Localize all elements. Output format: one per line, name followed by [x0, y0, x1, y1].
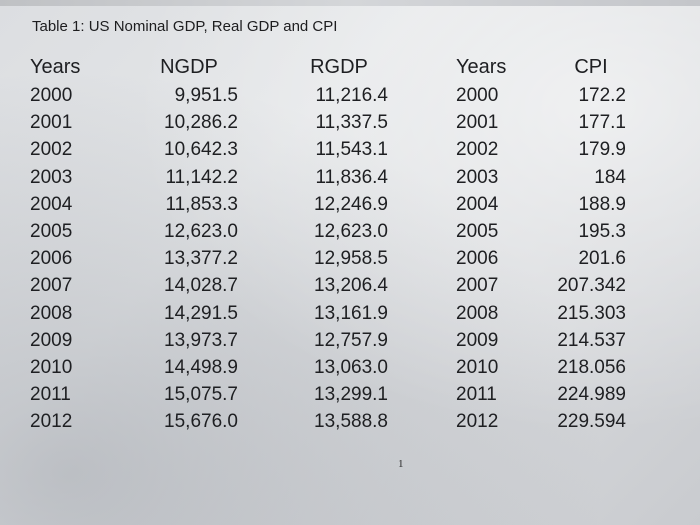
- cpi-year-cell: 2010: [456, 357, 499, 378]
- cpi-cell: 207.342: [557, 275, 626, 297]
- year-cell: 2007: [30, 275, 73, 297]
- cpi-year-cell: 2000: [456, 85, 499, 106]
- header-rgdp: RGDP: [310, 56, 368, 78]
- cpi-year-cell: 2002: [456, 139, 499, 161]
- year-cell: 2006: [30, 248, 73, 270]
- ngdp-cell: 9,951.5: [174, 85, 238, 106]
- cpi-cell: 188.9: [578, 193, 626, 215]
- page-top-edge: [0, 0, 700, 6]
- cpi-year-cell: 2006: [456, 248, 499, 270]
- ngdp-cell: 13,973.7: [164, 329, 238, 351]
- rgdp-cell: 11,337.5: [315, 112, 388, 134]
- header-cpi-years: Years: [456, 56, 507, 78]
- cpi-cell: 177.1: [578, 112, 626, 134]
- cpi-year-cell: 2005: [456, 221, 499, 242]
- cpi-year-cell: 2001: [456, 112, 499, 134]
- rgdp-cell: 11,216.4: [315, 85, 388, 106]
- cpi-cell: 218.056: [557, 357, 626, 378]
- cpi-year-cell: 2004: [456, 193, 499, 215]
- cpi-cell: 172.2: [578, 85, 626, 106]
- cpi-year-cell: 2012: [456, 411, 499, 433]
- header-ngdp: NGDP: [160, 56, 218, 78]
- rgdp-cell: 13,161.9: [314, 302, 388, 324]
- cpi-cell: 195.3: [578, 221, 626, 242]
- cpi-year-cell: 2007: [456, 275, 499, 297]
- cpi-cell: 215.303: [557, 302, 626, 324]
- cpi-year-cell: 2008: [456, 302, 499, 324]
- year-cell: 2002: [30, 139, 73, 161]
- ngdp-cell: 11,142.2: [165, 166, 238, 188]
- rgdp-cell: 13,588.8: [314, 411, 388, 433]
- cpi-cell: 214.537: [557, 329, 626, 351]
- cpi-year-cell: 2003: [456, 166, 499, 188]
- cpi-cell: 229.594: [557, 411, 626, 433]
- year-cell: 2005: [30, 221, 73, 242]
- cpi-cell: 179.9: [578, 139, 626, 161]
- rgdp-cell: 12,958.5: [314, 248, 388, 270]
- cpi-cell: 224.989: [557, 384, 626, 406]
- year-cell: 2009: [30, 329, 73, 351]
- rgdp-cell: 13,063.0: [314, 357, 388, 378]
- ngdp-cell: 14,028.7: [164, 275, 238, 297]
- rgdp-cell: 12,757.9: [314, 329, 388, 351]
- ngdp-cell: 10,642.3: [164, 139, 238, 161]
- header-years: Years: [30, 56, 81, 78]
- ngdp-cell: 15,075.7: [164, 384, 238, 406]
- rgdp-cell: 12,246.9: [314, 193, 388, 215]
- cpi-year-cell: 2011: [456, 384, 497, 406]
- ngdp-cell: 14,498.9: [164, 357, 238, 378]
- rgdp-cell: 12,623.0: [314, 221, 388, 242]
- table-title: Table 1: US Nominal GDP, Real GDP and CP…: [32, 18, 338, 35]
- year-cell: 2011: [30, 384, 71, 406]
- rgdp-cell: 11,836.4: [315, 166, 388, 188]
- ngdp-cell: 14,291.5: [164, 302, 238, 324]
- rgdp-cell: 11,543.1: [315, 139, 388, 161]
- year-cell: 2001: [30, 112, 73, 134]
- ngdp-cell: 10,286.2: [164, 112, 238, 134]
- year-cell: 2010: [30, 357, 73, 378]
- cpi-year-cell: 2009: [456, 329, 499, 351]
- year-cell: 2000: [30, 85, 73, 106]
- year-cell: 2008: [30, 302, 73, 324]
- header-cpi: CPI: [574, 56, 608, 78]
- year-cell: 2003: [30, 166, 73, 188]
- ngdp-cell: 12,623.0: [164, 221, 238, 242]
- year-cell: 2004: [30, 193, 73, 215]
- year-cell: 2012: [30, 411, 73, 433]
- rgdp-cell: 13,206.4: [314, 275, 388, 297]
- page-number: 1: [398, 458, 404, 470]
- ngdp-cell: 11,853.3: [165, 193, 238, 215]
- cpi-cell: 184: [594, 166, 626, 188]
- rgdp-cell: 13,299.1: [314, 384, 388, 406]
- cpi-cell: 201.6: [578, 248, 626, 270]
- ngdp-cell: 15,676.0: [164, 411, 238, 433]
- ngdp-cell: 13,377.2: [164, 248, 238, 270]
